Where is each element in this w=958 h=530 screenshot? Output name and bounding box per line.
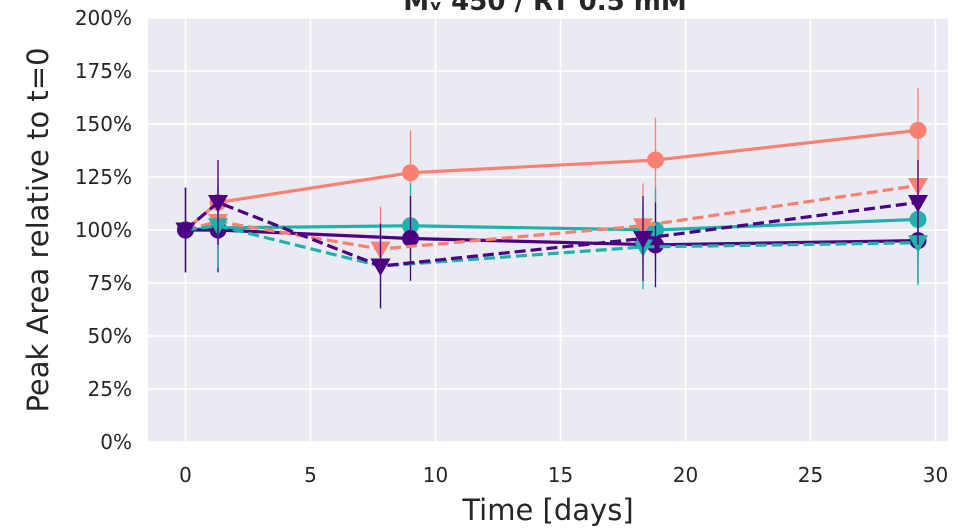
data-point bbox=[175, 222, 196, 240]
x-tick-label: 5 bbox=[304, 463, 317, 487]
y-tick-label: 50% bbox=[88, 324, 132, 348]
x-tick-labels: 0 5 10 15 20 25 30 bbox=[179, 463, 948, 487]
chart-title: Mᵥ 450 / RT 0.5 mM bbox=[403, 0, 687, 17]
y-tick-label: 150% bbox=[75, 112, 132, 136]
grid-lines bbox=[148, 17, 948, 443]
data-point bbox=[370, 258, 391, 277]
y-tick-label: 0% bbox=[100, 430, 132, 454]
y-tick-label: 200% bbox=[75, 6, 132, 30]
data-point bbox=[909, 121, 927, 139]
x-tick-label: 25 bbox=[798, 463, 823, 487]
data-point bbox=[402, 229, 419, 247]
x-tick-label: 20 bbox=[673, 463, 698, 487]
data-point bbox=[633, 230, 653, 249]
y-tick-label: 75% bbox=[88, 271, 132, 295]
data-point bbox=[402, 164, 419, 182]
x-tick-label: 0 bbox=[179, 463, 192, 487]
y-tick-label: 25% bbox=[88, 377, 132, 401]
y-tick-label: 175% bbox=[75, 59, 132, 83]
y-axis-label: Peak Area relative to t=0 bbox=[21, 47, 55, 412]
y-tick-labels: 0% 25% 50% 75% 100% 125% 150% 175% 200% bbox=[75, 6, 132, 454]
x-tick-label: 30 bbox=[923, 463, 948, 487]
data-point bbox=[208, 194, 228, 213]
x-axis-label: Time [days] bbox=[461, 493, 633, 527]
series-layer bbox=[175, 87, 928, 309]
y-tick-label: 100% bbox=[75, 218, 132, 242]
x-tick-label: 15 bbox=[548, 463, 573, 487]
series-5 bbox=[175, 160, 928, 309]
x-tick-label: 10 bbox=[423, 463, 448, 487]
data-point bbox=[647, 151, 664, 169]
data-point bbox=[908, 194, 928, 213]
y-tick-label: 125% bbox=[75, 165, 132, 189]
